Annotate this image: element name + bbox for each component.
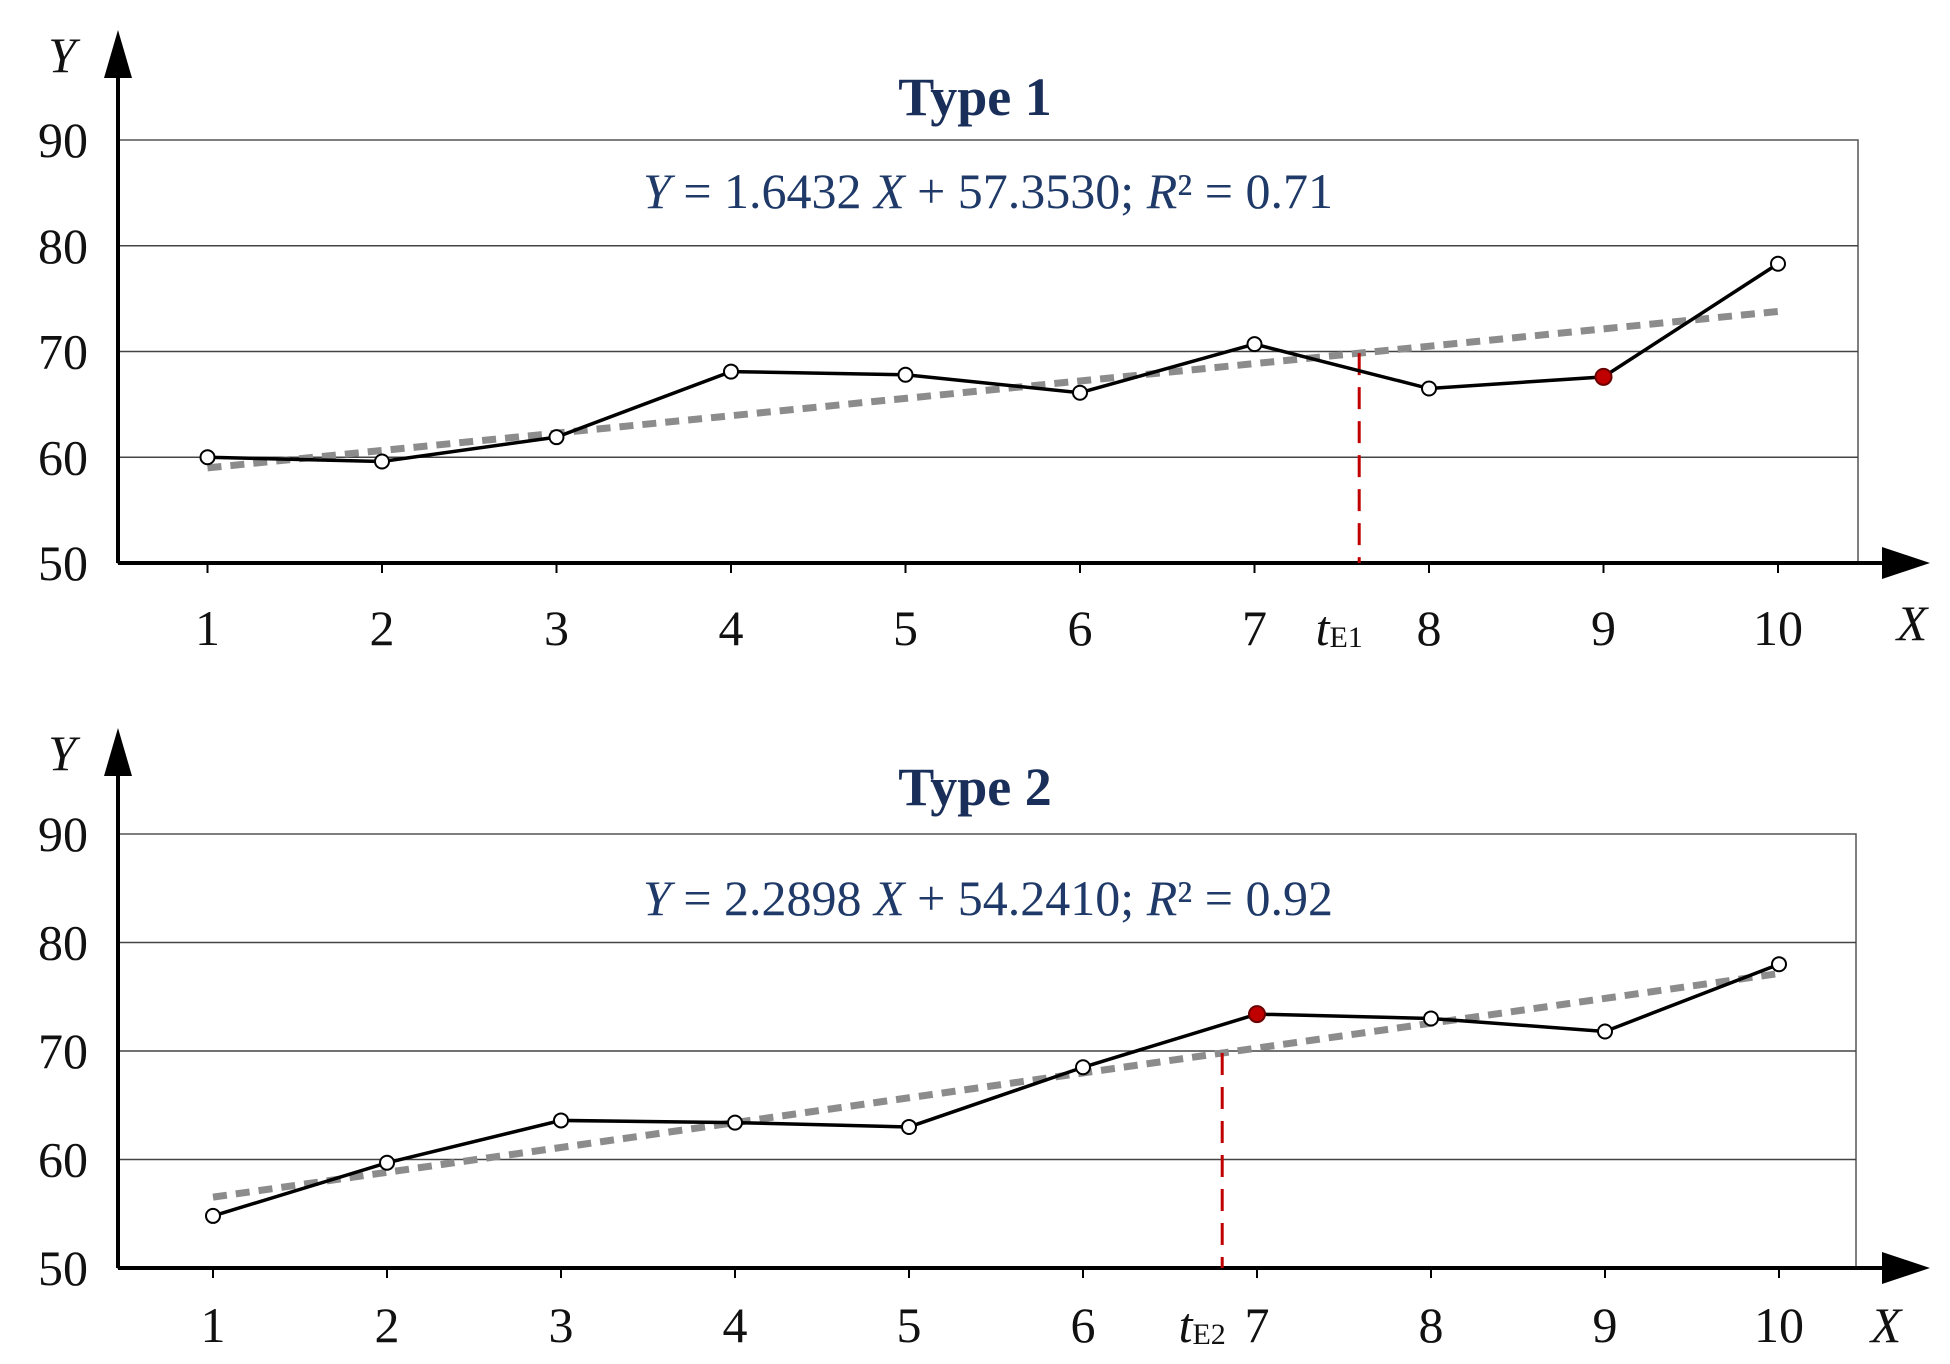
c1-x-tick-label: 10 (1753, 600, 1803, 656)
chart-type-2: 1 2 3 4 5 6 7 8 9 10 50 60 70 80 90 Y X Type 2 Y = 2.2898 … (38, 725, 1930, 1353)
c1-x-tick-label: 1 (195, 600, 220, 656)
c1-x-tick-label: 3 (544, 600, 569, 656)
c2-y-tick-label: 90 (38, 806, 88, 862)
c2-x-tick-label: 5 (897, 1297, 922, 1353)
c2-data-point (553, 1112, 569, 1129)
c2-x-tick-label: 3 (549, 1297, 574, 1353)
c2-y-axis-label: Y (48, 725, 81, 781)
c1-y-tick-label: 70 (38, 324, 88, 380)
c1-y-tick-label: 60 (38, 429, 88, 485)
c1-x-tick-label: 7 (1242, 600, 1267, 656)
c2-x-axis-label: X (1869, 1297, 1904, 1353)
c1-x-tick-label: 9 (1591, 600, 1616, 656)
c1-data-point (1072, 384, 1088, 401)
c2-data-point (1423, 1010, 1439, 1027)
c1-y-axis-arrow (104, 30, 132, 78)
c1-x-tick-label: 2 (370, 600, 395, 656)
c2-y-tick-label: 50 (38, 1240, 88, 1296)
c1-data-point (548, 429, 565, 446)
c2-y-tick-label: 60 (38, 1132, 88, 1188)
c1-data-point (1421, 380, 1437, 397)
c2-event-label: tE2 (1179, 1297, 1226, 1353)
c2-x-tick-label: 7 (1245, 1297, 1270, 1353)
c2-x-tick-label: 6 (1071, 1297, 1096, 1353)
c1-highlight-point (1594, 367, 1613, 386)
c2-equation: Y = 2.2898 X + 54.2410; R² = 0.92 (643, 870, 1333, 926)
c2-title: Type 2 (898, 757, 1052, 817)
c1-x-tick-label: 4 (719, 600, 744, 656)
c1-data-point (199, 449, 216, 466)
c1-x-tick-label: 8 (1417, 600, 1442, 656)
c2-x-tick-label: 9 (1593, 1297, 1618, 1353)
c2-y-tick-label: 70 (38, 1023, 88, 1079)
c1-y-tick-label: 80 (38, 218, 88, 274)
c2-data-point (1075, 1059, 1091, 1076)
c1-x-tick-label: 6 (1068, 600, 1093, 656)
c2-data-point (901, 1118, 917, 1135)
chart-type-1: 1 2 3 4 5 6 7 8 9 10 50 60 70 80 90 Y X Type 1 Y = 1.6432 … (38, 27, 1930, 656)
c2-trend-line (212, 970, 1780, 1201)
c1-equation: Y = 1.6432 X + 57.3530; R² = 0.71 (643, 163, 1333, 219)
c1-x-tick-label: 5 (893, 600, 918, 656)
c1-x-axis-arrow (1882, 547, 1930, 579)
c1-data-point (1246, 336, 1263, 353)
c2-x-tick-label: 8 (1419, 1297, 1444, 1353)
c1-data-point (897, 366, 914, 383)
c2-x-axis-arrow (1882, 1252, 1930, 1284)
c2-x-tick-label: 1 (201, 1297, 226, 1353)
c1-data-point (1770, 255, 1786, 272)
c2-x-tick-label: 2 (375, 1297, 400, 1353)
c2-y-tick-label: 80 (38, 915, 88, 971)
c1-y-tick-label: 90 (38, 112, 88, 168)
c1-trend-line (207, 307, 1779, 472)
c1-data-point (374, 453, 390, 470)
c1-event-label: tE1 (1316, 600, 1363, 656)
c1-title: Type 1 (898, 67, 1052, 127)
c2-y-axis-arrow (104, 728, 132, 776)
c2-data-point (1771, 956, 1787, 973)
c2-data-point (379, 1154, 395, 1171)
c2-data-point (727, 1114, 743, 1131)
c1-y-tick-label: 50 (38, 535, 88, 591)
c2-data-point (1597, 1023, 1613, 1040)
c1-data-point (723, 363, 739, 380)
c2-highlight-point (1248, 1005, 1266, 1024)
c2-data-point (205, 1207, 221, 1224)
c2-x-tick-label: 4 (723, 1297, 748, 1353)
c1-y-axis-label: Y (48, 27, 81, 83)
c2-x-tick-label: 10 (1754, 1297, 1804, 1353)
c2-series-line (212, 962, 1780, 1218)
c1-x-axis-label: X (1895, 595, 1930, 651)
c1-series-line (207, 262, 1779, 464)
